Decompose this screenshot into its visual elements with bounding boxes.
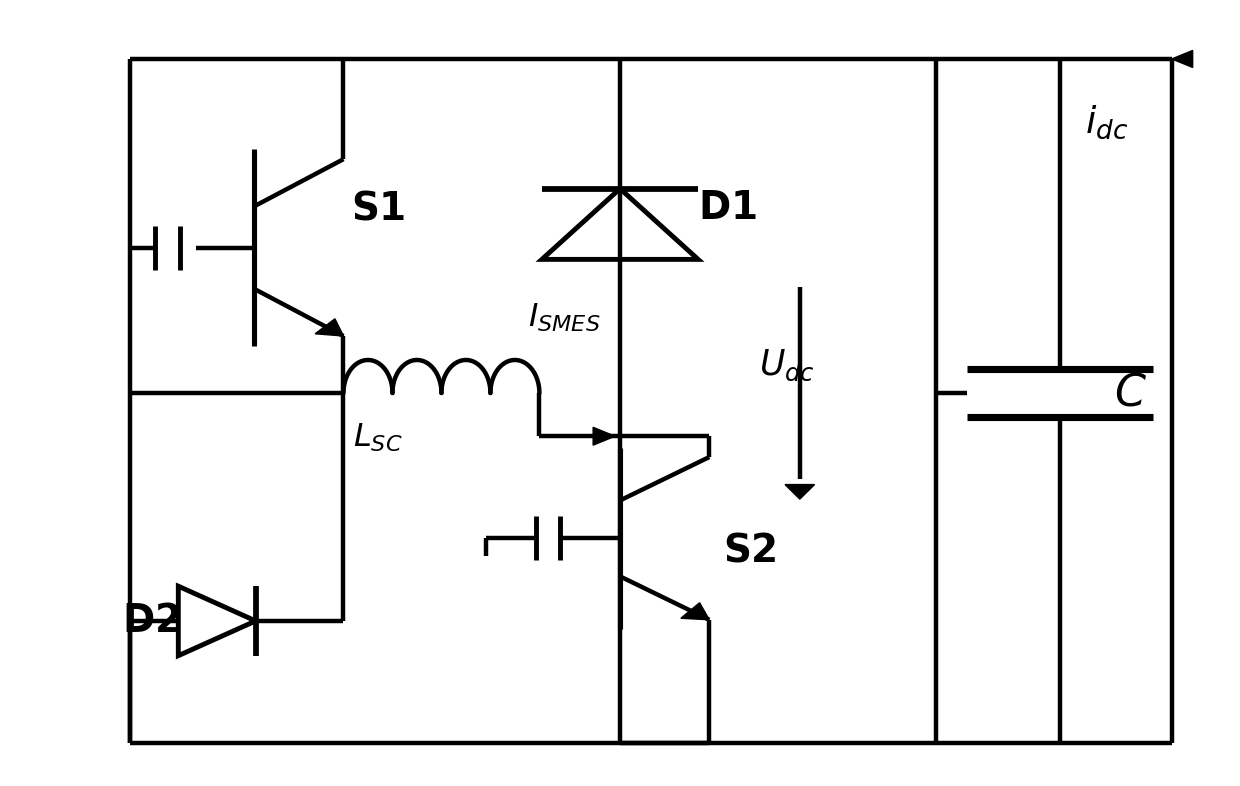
Polygon shape — [315, 319, 343, 336]
Text: $U_{dc}$: $U_{dc}$ — [759, 348, 816, 383]
Polygon shape — [1172, 50, 1193, 68]
Text: $\mathbf{S1}$: $\mathbf{S1}$ — [351, 189, 405, 227]
Text: $C$: $C$ — [1115, 372, 1147, 414]
Text: $I_{SMES}$: $I_{SMES}$ — [528, 302, 600, 334]
Polygon shape — [785, 484, 815, 499]
Text: $i_{dc}$: $i_{dc}$ — [1085, 103, 1127, 141]
Text: $\mathbf{D2}$: $\mathbf{D2}$ — [122, 602, 180, 640]
Text: $\mathbf{D1}$: $\mathbf{D1}$ — [698, 189, 758, 227]
Polygon shape — [593, 428, 615, 445]
Text: $L_{SC}$: $L_{SC}$ — [353, 422, 403, 454]
Polygon shape — [681, 603, 709, 619]
Text: $\mathbf{S2}$: $\mathbf{S2}$ — [723, 531, 777, 569]
